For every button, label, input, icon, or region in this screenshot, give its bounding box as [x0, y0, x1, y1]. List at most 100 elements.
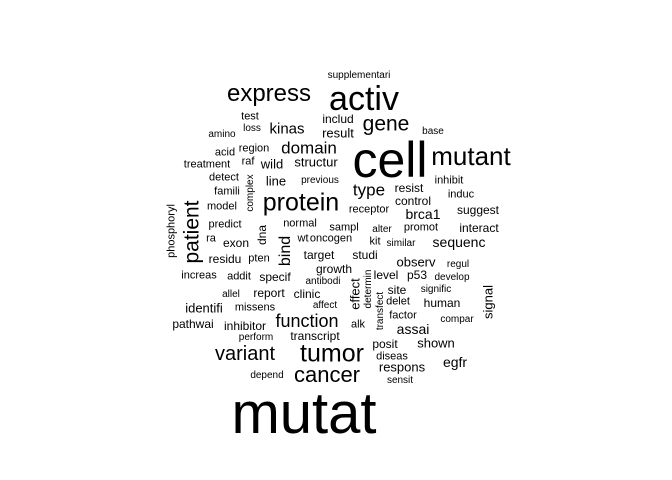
word-sensit: sensit — [386, 375, 414, 386]
word-shown: shown — [417, 335, 455, 351]
word-p53: p53 — [406, 268, 428, 282]
word-express: express — [226, 80, 312, 107]
word-addit: addit — [227, 270, 251, 283]
word-test: test — [241, 110, 259, 123]
word-regul: regul — [446, 259, 470, 270]
word-diseas: diseas — [376, 350, 408, 363]
word-observ: observ — [396, 254, 436, 270]
word-egfr: egfr — [442, 354, 468, 370]
word-mutant: mutant — [431, 141, 511, 171]
word-includ: includ — [322, 112, 354, 126]
word-residu: residu — [208, 252, 242, 266]
word-tumor: tumor — [300, 339, 364, 368]
word-level: level — [373, 268, 399, 282]
word-inhibitor: inhibitor — [223, 319, 267, 333]
word-predict: predict — [208, 218, 242, 231]
word-wt: wt — [297, 232, 309, 245]
word-brca1: brca1 — [405, 206, 441, 222]
word-amino: amino — [208, 129, 236, 140]
word-normal: normal — [283, 217, 317, 230]
word-base: base — [422, 126, 444, 137]
word-receptor: receptor — [348, 203, 390, 216]
word-patient-rotated: patient — [180, 200, 204, 264]
word-cancer: cancer — [293, 362, 361, 387]
word-transcript: transcript — [290, 329, 340, 343]
word-similar: similar — [386, 238, 416, 249]
word-alter: alter — [372, 224, 392, 235]
word-specif: specif — [259, 270, 291, 284]
word-depend: depend — [250, 370, 284, 381]
word-mutat: mutat — [231, 381, 377, 446]
word-induc: induc — [447, 188, 475, 201]
word-wild: wild — [260, 156, 284, 172]
word-result: result — [322, 125, 354, 141]
word-human: human — [423, 296, 461, 310]
word-supplementari: supplementari — [327, 70, 391, 81]
word-activ: activ — [329, 80, 399, 118]
word-dna: dna — [255, 224, 269, 246]
word-treatment: treatment — [183, 158, 231, 171]
word-promot: promot — [403, 221, 439, 234]
word-site: site — [387, 283, 407, 297]
word-pathwai: pathwai — [172, 317, 214, 331]
word-resist: resist — [394, 181, 424, 195]
word-sequenc: sequenc — [432, 234, 486, 250]
word-phosphoryl: phosphoryl — [165, 204, 178, 258]
word-complex: complex — [245, 174, 256, 212]
word-gene: gene — [362, 112, 410, 136]
word-delet: delet — [386, 295, 410, 308]
word-cell: cell — [352, 132, 428, 188]
word-acid: acid — [214, 146, 236, 159]
word-develop: develop — [434, 272, 470, 283]
word-bind: bind — [277, 235, 294, 267]
word-allel: allel — [222, 289, 240, 300]
word-oncogen: oncogen — [309, 232, 353, 245]
word-kit: kit — [369, 235, 381, 248]
word-signific: signific — [420, 284, 452, 295]
word-factor: factor — [389, 309, 417, 322]
word-famili: famili — [214, 185, 240, 198]
word-respons: respons — [378, 359, 426, 375]
word-structur: structur — [294, 154, 338, 170]
word-sampl: sampl — [329, 221, 359, 234]
word-inhibit: inhibit — [434, 174, 464, 187]
word-report: report — [253, 286, 285, 300]
word-perform: perform — [238, 332, 274, 343]
word-increas: increas — [181, 269, 217, 282]
word-identifi: identifi — [185, 300, 223, 316]
word-signal: signal — [480, 285, 496, 319]
word-variant: variant — [214, 343, 276, 365]
word-growth: growth — [315, 262, 353, 276]
word-line: line — [265, 173, 287, 189]
word-model: model — [207, 200, 237, 213]
word-assai: assai — [396, 321, 430, 337]
word-target: target — [303, 248, 335, 262]
word-determin: determin — [363, 269, 374, 309]
word-effect: effect — [347, 278, 363, 310]
word-interact: interact — [459, 221, 499, 235]
word-region: region — [238, 142, 270, 155]
word-clinic: clinic — [293, 287, 321, 301]
word-domain: domain — [281, 138, 337, 158]
word-raf: raf — [241, 155, 255, 168]
word-ra: ra — [206, 232, 216, 245]
word-affect: affect — [312, 300, 338, 311]
word-transfect: transfect — [375, 291, 386, 331]
word-function: function — [275, 311, 339, 331]
word-pten: pten — [248, 252, 270, 265]
word-detect: detect — [209, 171, 239, 184]
word-antibodi: antibodi — [305, 276, 341, 287]
word-loss: loss — [243, 123, 261, 134]
word-alk: alk — [350, 318, 366, 331]
word-suggest: suggest — [456, 203, 500, 217]
word-posit: posit — [372, 337, 398, 351]
word-compar: compar — [440, 314, 474, 325]
word-exon: exon — [222, 236, 250, 250]
word-kinas: kinas — [269, 120, 305, 138]
word-previous: previous — [301, 175, 339, 186]
word-type: type — [352, 180, 386, 200]
word-missens: missens — [234, 301, 276, 314]
word-protein: protein — [262, 188, 340, 217]
word-studi: studi — [352, 248, 378, 262]
